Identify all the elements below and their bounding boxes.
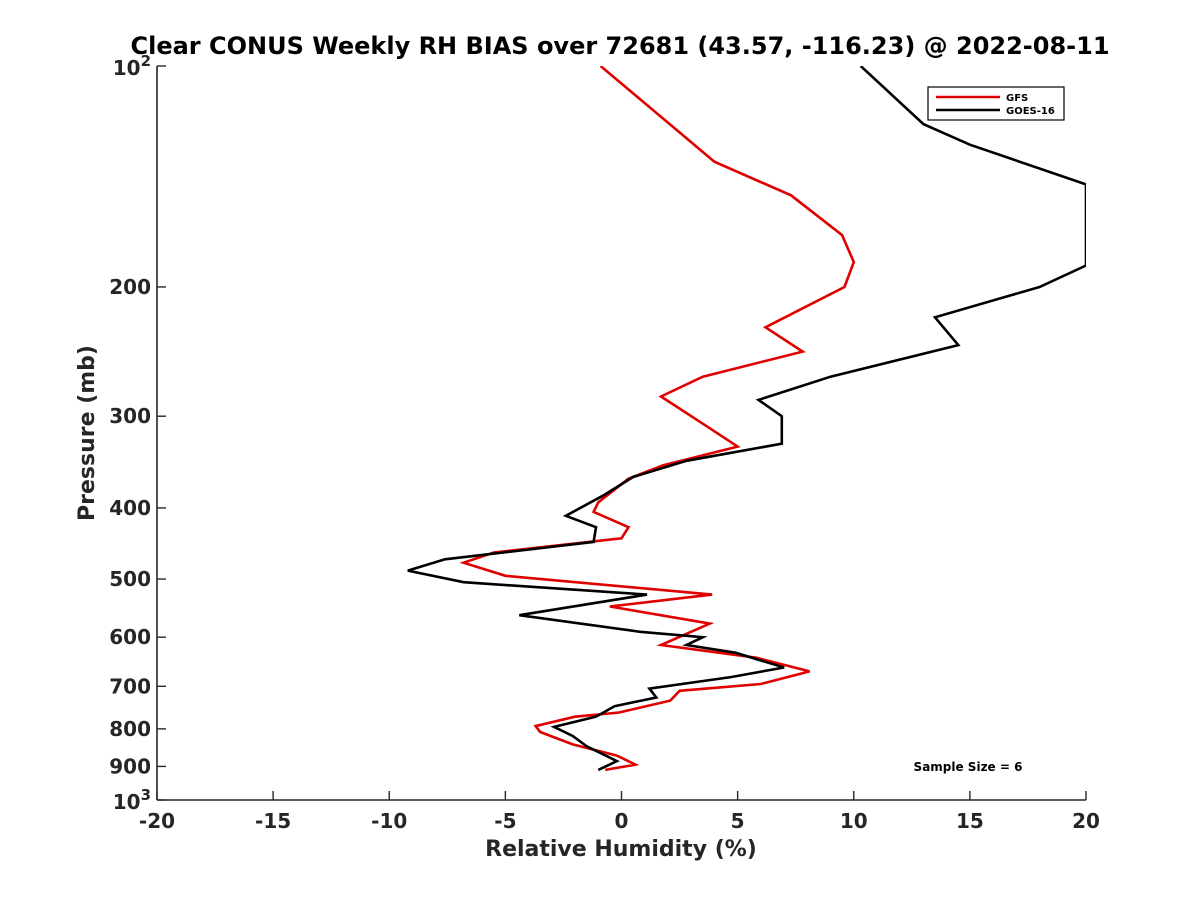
series-line-gfs — [459, 66, 856, 772]
y-tick-label: 600 — [109, 625, 151, 649]
y-axis: 102 200 300 400 500 600 700 800 900 103 — [109, 52, 166, 814]
legend-label: GFS — [1006, 93, 1028, 104]
chart-title: Clear CONUS Weekly RH BIAS over 72681 (4… — [130, 32, 1109, 60]
legend: GFS GOES-16 — [927, 86, 1065, 121]
x-tick-label: -15 — [255, 809, 291, 833]
x-tick-label: 5 — [731, 809, 745, 833]
plot-area — [407, 66, 1086, 772]
y-tick-label: 300 — [109, 404, 151, 428]
legend-box — [927, 86, 1065, 121]
sample-size-annotation: Sample Size = 6 — [914, 760, 1023, 774]
y-axis-label: Pressure (mb) — [75, 345, 100, 521]
x-tick-label: 20 — [1072, 809, 1100, 833]
series-line-goes-16 — [407, 66, 1086, 772]
x-axis-label: Relative Humidity (%) — [485, 837, 757, 862]
x-tick-label: 0 — [615, 809, 629, 833]
y-tick-label: 800 — [109, 717, 151, 741]
x-tick-label: -5 — [494, 809, 516, 833]
x-tick-label: 10 — [840, 809, 868, 833]
y-tick-label: 900 — [109, 754, 151, 778]
y-tick-label: 500 — [109, 567, 151, 591]
x-tick-label: -10 — [371, 809, 407, 833]
x-axis: -20 -15 -10 -5 0 5 10 15 20 — [139, 791, 1100, 833]
y-tick-label: 103 — [113, 786, 151, 814]
y-tick-label: 700 — [109, 674, 151, 698]
axes — [156, 66, 1086, 801]
y-tick-label: 102 — [113, 52, 151, 80]
y-tick-label: 400 — [109, 496, 151, 520]
y-tick-label: 200 — [109, 275, 151, 299]
x-tick-label: 15 — [956, 809, 984, 833]
legend-label: GOES-16 — [1006, 106, 1055, 117]
x-tick-label: -20 — [139, 809, 175, 833]
